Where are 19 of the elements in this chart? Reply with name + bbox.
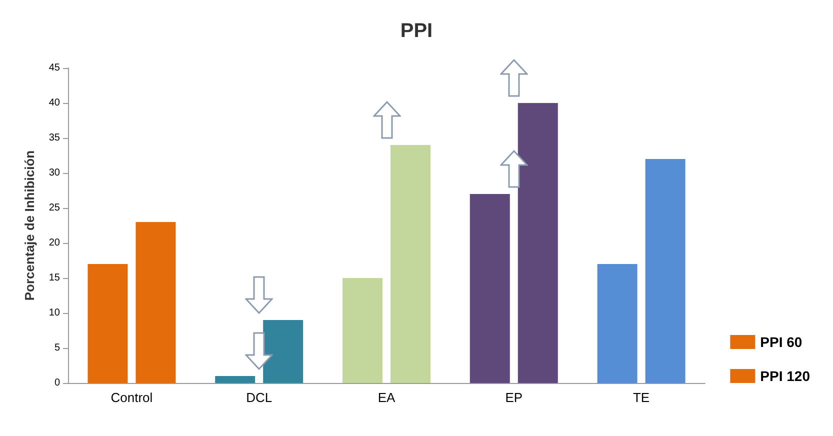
x-tick-label: EP xyxy=(505,390,523,405)
y-tick-label: 20 xyxy=(48,238,60,248)
y-axis-title: Porcentaje de Inhibición xyxy=(22,150,37,301)
y-tick-label: 45 xyxy=(48,62,60,74)
y-tick-label: 5 xyxy=(54,342,60,354)
y-tick-label: 25 xyxy=(48,202,60,214)
y-tick-label: 10 xyxy=(48,308,60,318)
x-tick-label: TE xyxy=(632,390,650,405)
legend-label: PPI 60 xyxy=(760,334,802,350)
y-tick-label: 15 xyxy=(48,272,60,284)
y-tick-label: 40 xyxy=(48,98,60,108)
y-tick-label: 35 xyxy=(48,132,60,144)
chart-title: PPI xyxy=(400,20,433,42)
x-tick-label: Control xyxy=(110,390,153,405)
y-tick-label: 30 xyxy=(48,168,60,178)
legend-label: PPI 120 xyxy=(760,368,810,384)
y-tick-label: 0 xyxy=(54,378,60,388)
x-tick-label: DCL xyxy=(246,390,272,405)
x-tick-label: EA xyxy=(378,390,396,405)
